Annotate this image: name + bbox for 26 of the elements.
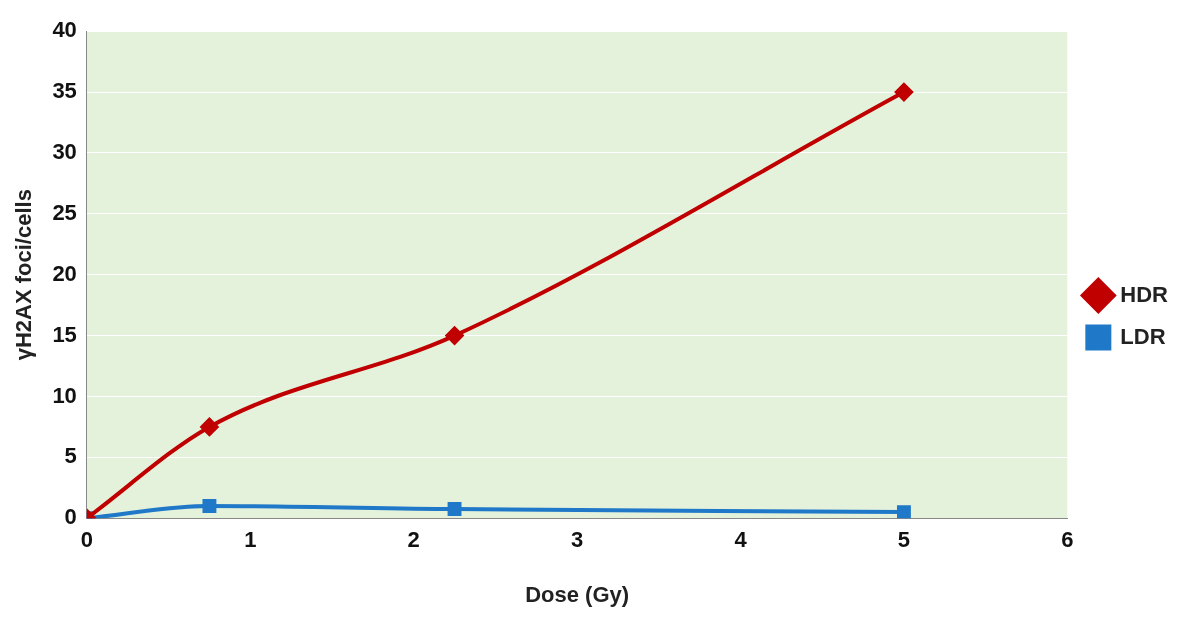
y-tick-label: 25 [52, 199, 77, 225]
x-tick-label: 0 [80, 527, 93, 553]
point [202, 499, 217, 513]
x-tick-label: 1 [244, 527, 257, 553]
legend-label: HDR [1120, 281, 1169, 307]
x-tick-label: 3 [570, 527, 584, 553]
y-tick-label: 10 [52, 382, 77, 408]
x-tick-label: 2 [407, 527, 420, 553]
y-tick-label: 15 [52, 321, 77, 347]
x-tick-label: 4 [734, 527, 748, 553]
y-axis-title: γH2AX foci/cells [11, 189, 37, 361]
point [894, 83, 913, 102]
x-tick-label: 5 [897, 527, 911, 553]
y-tick-label: 20 [52, 260, 77, 286]
point [896, 505, 911, 519]
y-tick-label: 30 [52, 139, 77, 165]
legend-label: LDR [1120, 323, 1166, 349]
y-tick-label: 35 [52, 78, 77, 104]
x-tick-label: 6 [1061, 527, 1074, 553]
x-axis-title: Dose (Gy) [525, 581, 630, 607]
point [445, 326, 464, 345]
y-tick-label: 5 [64, 443, 77, 469]
y-tick-label: 0 [64, 504, 77, 530]
y-tick-label: 40 [52, 17, 77, 43]
point [200, 417, 219, 436]
point [447, 502, 462, 517]
